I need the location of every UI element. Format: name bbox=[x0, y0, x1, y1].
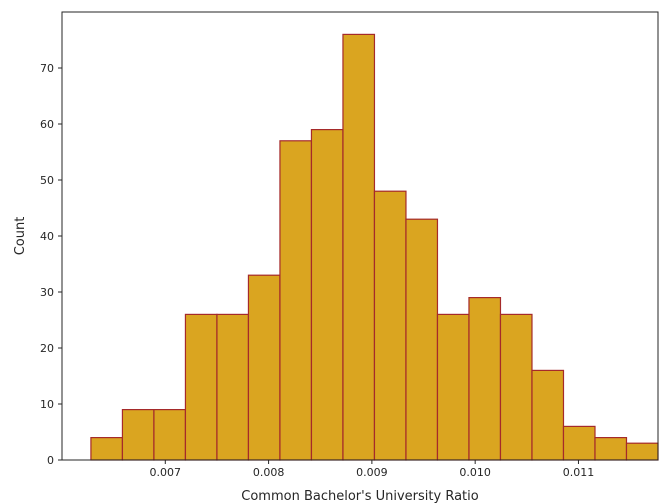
histogram-bar bbox=[121, 409, 155, 461]
histogram-bar bbox=[153, 409, 187, 461]
y-tick-label: 30 bbox=[40, 286, 54, 299]
bars-group bbox=[90, 33, 659, 461]
x-axis-label: Common Bachelor's University Ratio bbox=[241, 489, 478, 504]
histogram-bar bbox=[531, 369, 565, 461]
y-tick-label: 20 bbox=[40, 342, 54, 355]
histogram-bar bbox=[310, 129, 344, 461]
y-tick-label: 10 bbox=[40, 398, 54, 411]
histogram-bar bbox=[405, 218, 439, 461]
histogram-bar bbox=[562, 425, 596, 461]
y-tick-label: 50 bbox=[40, 174, 54, 187]
histogram-bar bbox=[184, 313, 218, 461]
histogram-bar bbox=[499, 313, 533, 461]
x-tick-label: 0.009 bbox=[356, 466, 388, 479]
histogram-bar bbox=[90, 437, 124, 461]
histogram-bar bbox=[342, 33, 376, 461]
histogram-bar bbox=[468, 297, 502, 461]
y-tick-label: 0 bbox=[47, 454, 54, 467]
histogram-bar bbox=[279, 140, 313, 461]
y-axis-ticks: 0 10 20 30 40 50 60 70 bbox=[40, 62, 62, 467]
y-tick-label: 60 bbox=[40, 118, 54, 131]
x-tick-label: 0.007 bbox=[150, 466, 182, 479]
x-axis-ticks: 0.007 0.008 0.009 0.010 0.011 bbox=[150, 460, 595, 479]
histogram-bar bbox=[247, 274, 281, 461]
histogram-bar bbox=[216, 313, 250, 461]
histogram-bar bbox=[625, 442, 659, 461]
histogram-bar bbox=[373, 190, 407, 461]
y-axis-label: Count bbox=[13, 217, 28, 256]
x-tick-label: 0.011 bbox=[563, 466, 595, 479]
x-tick-label: 0.008 bbox=[253, 466, 285, 479]
y-tick-label: 70 bbox=[40, 62, 54, 75]
histogram-bar bbox=[436, 313, 470, 461]
x-tick-label: 0.010 bbox=[459, 466, 491, 479]
y-tick-label: 40 bbox=[40, 230, 54, 243]
histogram-bar bbox=[594, 437, 628, 461]
